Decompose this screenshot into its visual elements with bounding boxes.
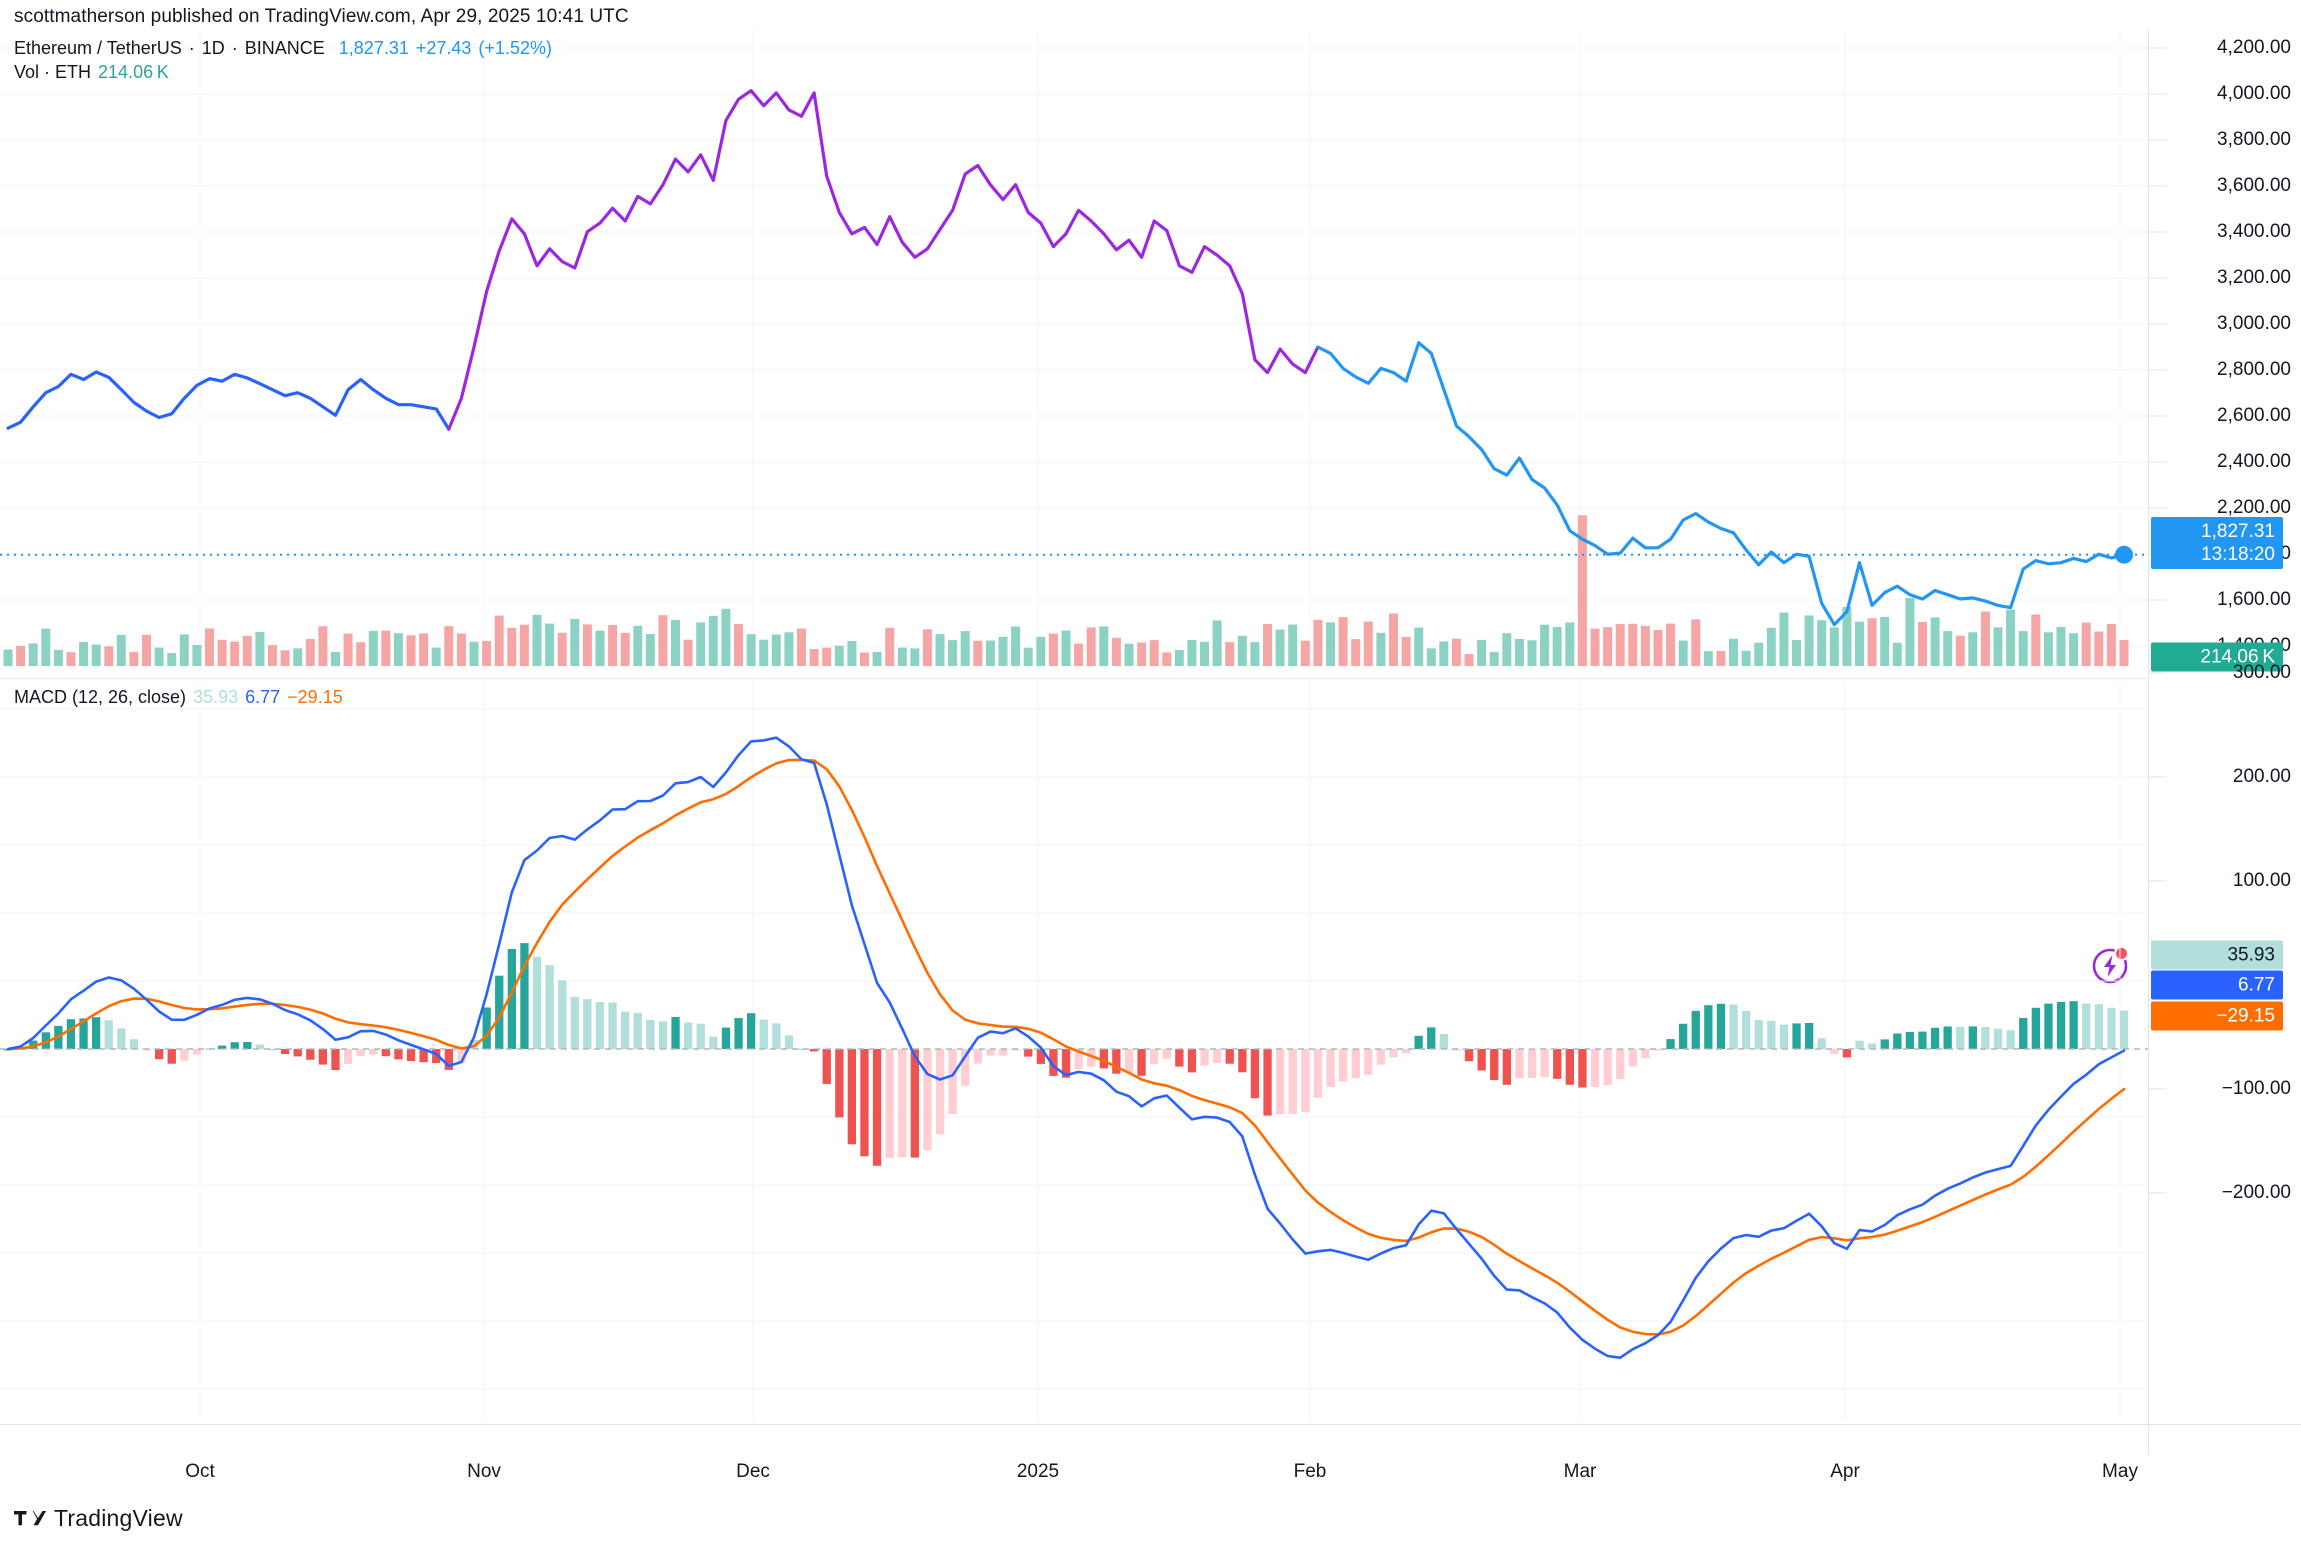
axis-dash <box>2149 599 2167 601</box>
bar-countdown-timer: 13:18:20 <box>2201 544 2275 565</box>
time-axis-tick: Nov <box>467 1461 501 1482</box>
legend-symbol[interactable]: Ethereum / TetherUS <box>14 38 182 58</box>
volume-legend[interactable]: Vol · ETH 214.06 K <box>14 60 169 84</box>
macd-axis-tick: 100.00 <box>2232 870 2291 891</box>
price-axis-tick: 3,000.00 <box>2217 313 2291 334</box>
legend-interval[interactable]: 1D <box>201 38 225 58</box>
price-axis-tick: 1,600.00 <box>2217 589 2291 610</box>
axis-dash <box>2149 507 2167 509</box>
macd-axis-tick: 300.00 <box>2232 662 2291 683</box>
axis-dash <box>2149 776 2167 778</box>
time-axis-divider <box>0 1424 2301 1425</box>
macd-legend-signal: −29.15 <box>287 687 343 707</box>
price-axis-tick: 2,400.00 <box>2217 451 2291 472</box>
axis-dash <box>2149 1192 2167 1194</box>
macd-histogram <box>3 943 2129 1166</box>
legend-sep-2: · <box>231 38 238 58</box>
macd-axis-tick: 200.00 <box>2232 766 2291 787</box>
price-pane[interactable]: Ethereum / TetherUS · 1D · BINANCE 1,827.31 +2… <box>0 30 2148 671</box>
macd-gridlines <box>0 681 2148 1419</box>
macd-legend-hist: 35.93 <box>193 687 239 707</box>
time-axis-tick: Apr <box>1830 1461 1860 1482</box>
price-axis-tick: 2,200.00 <box>2217 497 2291 518</box>
legend-last-price: 1,827.31 <box>338 38 409 58</box>
price-line-segment-blue-early <box>6 370 451 431</box>
legend-change-percent: (+1.52%) <box>478 38 552 58</box>
macd-line-badge[interactable]: 6.77 <box>2151 970 2283 1000</box>
chart-frame: Ethereum / TetherUS · 1D · BINANCE 1,827.31 +2… <box>0 30 2301 1455</box>
axis-dash <box>2149 93 2167 95</box>
axis-dash <box>2149 277 2167 279</box>
current-price-badge[interactable]: 1,827.31 13:18:20 <box>2151 517 2283 569</box>
axis-dash <box>2149 369 2167 371</box>
right-value-axis[interactable]: 4,200.00 4,000.00 3,800.00 3,600.00 3,40… <box>2149 30 2301 1455</box>
volume-legend-value: 214.06 K <box>98 62 169 82</box>
axis-dash <box>2149 139 2167 141</box>
last-price-marker-dot <box>2115 545 2133 564</box>
macd-histogram-badge[interactable]: 35.93 <box>2151 940 2283 970</box>
price-axis-tick: 4,200.00 <box>2217 37 2291 58</box>
price-line-segment-blue-late <box>1316 341 2126 627</box>
macd-axis-tick: −100.00 <box>2221 1078 2291 1099</box>
axis-dash <box>2149 415 2167 417</box>
price-axis-tick: 3,200.00 <box>2217 267 2291 288</box>
price-axis-tick: 3,400.00 <box>2217 221 2291 242</box>
tradingview-footer-logo[interactable]: TradingView <box>14 1505 183 1532</box>
price-gridlines <box>0 30 2148 671</box>
price-legend[interactable]: Ethereum / TetherUS · 1D · BINANCE 1,827.31 +2… <box>14 36 552 60</box>
axis-dash <box>2149 47 2167 49</box>
lightning-bolt-icon[interactable] <box>2090 945 2130 985</box>
axis-dash <box>2149 1088 2167 1090</box>
macd-legend-macd: 6.77 <box>245 687 281 707</box>
publish-credit-line: scottmatherson published on TradingView.… <box>14 6 629 27</box>
axis-dash <box>2149 323 2167 325</box>
macd-pane[interactable]: MACD (12, 26, close) 35.93 6.77 −29.15 <box>0 681 2148 1419</box>
time-axis-tick: Feb <box>1293 1461 1327 1482</box>
time-axis[interactable]: Oct Nov Dec 2025 Feb Mar Apr May <box>0 1455 2301 1493</box>
price-axis-divider <box>2148 30 2149 1455</box>
macd-signal-badge[interactable]: −29.15 <box>2151 1001 2283 1031</box>
legend-exchange[interactable]: BINANCE <box>244 38 325 58</box>
time-axis-tick: Oct <box>185 1461 215 1482</box>
legend-sep-1: · <box>188 38 195 58</box>
lightning-bolt-glyph <box>2092 948 2128 984</box>
price-axis-tick: 2,800.00 <box>2217 359 2291 380</box>
legend-change: +27.43 <box>415 38 472 58</box>
current-price-value: 1,827.31 <box>2201 521 2275 542</box>
macd-pane-canvas <box>0 681 2148 1419</box>
price-axis-tick: 3,800.00 <box>2217 129 2291 150</box>
macd-main-line <box>6 736 2126 1359</box>
price-axis-tick: 2,600.00 <box>2217 405 2291 426</box>
time-axis-tick: Dec <box>736 1461 770 1482</box>
macd-legend[interactable]: MACD (12, 26, close) 35.93 6.77 −29.15 <box>14 685 343 709</box>
price-pane-canvas <box>0 30 2148 671</box>
tradingview-brand-text: TradingView <box>54 1505 183 1531</box>
price-line-segment-purple <box>447 89 1320 431</box>
price-axis-tick: 3,600.00 <box>2217 175 2291 196</box>
lightning-notification-dot <box>2114 946 2129 961</box>
volume-legend-label: Vol · ETH <box>14 62 92 82</box>
macd-legend-label[interactable]: MACD (12, 26, close) <box>14 687 187 707</box>
volume-bars <box>3 515 2129 666</box>
axis-dash <box>2149 880 2167 882</box>
axis-dash <box>2149 185 2167 187</box>
axis-dash <box>2149 672 2167 674</box>
tradingview-logo-icon <box>14 1510 46 1525</box>
time-axis-tick: Mar <box>1563 1461 1597 1482</box>
macd-axis-tick: −200.00 <box>2221 1182 2291 1203</box>
price-axis-tick: 4,000.00 <box>2217 83 2291 104</box>
macd-signal-line <box>6 758 2126 1336</box>
time-axis-tick: 2025 <box>1016 1461 1060 1482</box>
time-axis-tick: May <box>2102 1461 2138 1482</box>
axis-dash <box>2149 231 2167 233</box>
volume-value-badge[interactable]: 214.06 K <box>2151 642 2283 672</box>
axis-dash <box>2149 461 2167 463</box>
pane-separator[interactable] <box>0 678 2148 679</box>
